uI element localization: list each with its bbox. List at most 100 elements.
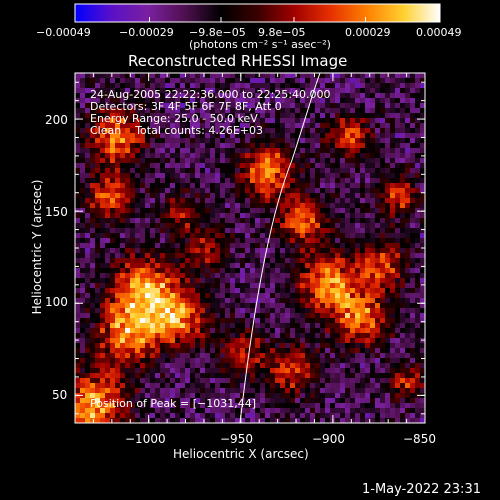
heatmap-cell bbox=[110, 103, 116, 109]
heatmap-cell bbox=[155, 153, 161, 159]
heatmap-cell bbox=[325, 123, 331, 129]
heatmap-cell bbox=[230, 183, 236, 189]
heatmap-cell bbox=[245, 383, 251, 389]
heatmap-cell bbox=[110, 268, 116, 274]
heatmap-cell bbox=[145, 188, 151, 194]
heatmap-cell bbox=[295, 168, 301, 174]
heatmap-cell bbox=[370, 188, 376, 194]
heatmap-cell bbox=[365, 133, 371, 139]
heatmap-cell bbox=[215, 348, 221, 354]
heatmap-cell bbox=[340, 403, 346, 409]
heatmap-cell bbox=[155, 273, 161, 279]
heatmap-cell bbox=[140, 278, 146, 284]
heatmap-cell bbox=[265, 183, 271, 189]
heatmap-cell bbox=[80, 358, 86, 364]
heatmap-cell bbox=[230, 313, 236, 319]
heatmap-cell bbox=[415, 328, 421, 334]
heatmap-cell bbox=[375, 353, 381, 359]
heatmap-cell bbox=[135, 263, 141, 269]
heatmap-cell bbox=[105, 408, 111, 414]
heatmap-cell bbox=[270, 153, 276, 159]
heatmap-cell bbox=[310, 238, 316, 244]
heatmap-cell bbox=[360, 173, 366, 179]
heatmap-cell bbox=[175, 208, 181, 214]
heatmap-cell bbox=[310, 418, 316, 423]
heatmap-cell bbox=[185, 293, 191, 299]
heatmap-cell bbox=[290, 363, 296, 369]
heatmap-cell bbox=[185, 378, 191, 384]
heatmap-cell bbox=[340, 243, 346, 249]
heatmap-cell bbox=[230, 148, 236, 154]
heatmap-cell bbox=[385, 183, 391, 189]
heatmap-cell bbox=[310, 288, 316, 294]
heatmap-cell bbox=[215, 253, 221, 259]
heatmap-cell bbox=[410, 183, 416, 189]
heatmap-cell bbox=[405, 363, 411, 369]
heatmap-cell bbox=[180, 83, 186, 89]
heatmap-cell bbox=[140, 198, 146, 204]
heatmap-cell bbox=[405, 338, 411, 344]
heatmap-cell bbox=[320, 103, 326, 109]
heatmap-cell bbox=[215, 178, 221, 184]
heatmap-cell bbox=[250, 263, 256, 269]
heatmap-cell bbox=[220, 153, 226, 159]
heatmap-cell bbox=[350, 298, 356, 304]
heatmap-cell bbox=[395, 263, 401, 269]
heatmap-cell bbox=[410, 103, 416, 109]
heatmap-cell bbox=[355, 233, 361, 239]
heatmap-cell bbox=[100, 283, 106, 289]
heatmap-cell bbox=[80, 148, 86, 154]
heatmap-cell bbox=[410, 313, 416, 319]
heatmap-cell bbox=[100, 273, 106, 279]
heatmap-cell bbox=[415, 188, 421, 194]
heatmap-cell bbox=[245, 158, 251, 164]
heatmap-cell bbox=[180, 283, 186, 289]
heatmap-cell bbox=[155, 233, 161, 239]
heatmap-cell bbox=[265, 298, 271, 304]
heatmap-cell bbox=[280, 173, 286, 179]
heatmap-cell bbox=[125, 163, 131, 169]
heatmap-cell bbox=[340, 288, 346, 294]
heatmap-cell bbox=[175, 373, 181, 379]
heatmap-cell bbox=[160, 353, 166, 359]
heatmap-cell bbox=[195, 83, 201, 89]
heatmap-cell bbox=[115, 308, 121, 314]
heatmap-cell bbox=[420, 183, 425, 189]
colorbar-tick-label-3: 9.8e−05 bbox=[258, 26, 306, 39]
heatmap-cell bbox=[220, 398, 226, 404]
heatmap-cell bbox=[120, 288, 126, 294]
heatmap-cell bbox=[270, 323, 276, 329]
heatmap-cell bbox=[375, 283, 381, 289]
heatmap-cell bbox=[215, 78, 221, 84]
heatmap-cell bbox=[150, 338, 156, 344]
heatmap-cell bbox=[295, 298, 301, 304]
heatmap-cell bbox=[350, 248, 356, 254]
heatmap-cell bbox=[110, 193, 116, 199]
heatmap-cell bbox=[210, 313, 216, 319]
heatmap-cell bbox=[420, 223, 425, 229]
heatmap-cell bbox=[230, 248, 236, 254]
heatmap-cell bbox=[120, 248, 126, 254]
heatmap-cell bbox=[245, 298, 251, 304]
heatmap-cell bbox=[185, 198, 191, 204]
heatmap-cell bbox=[380, 363, 386, 369]
heatmap-cell bbox=[250, 238, 256, 244]
heatmap-cell bbox=[175, 258, 181, 264]
heatmap-cell bbox=[255, 318, 261, 324]
heatmap-cell bbox=[105, 418, 111, 423]
heatmap-cell bbox=[185, 98, 191, 104]
heatmap-cell bbox=[215, 288, 221, 294]
heatmap-cell bbox=[400, 308, 406, 314]
heatmap-cell bbox=[260, 188, 266, 194]
heatmap-cell bbox=[90, 233, 96, 239]
heatmap-cell bbox=[305, 318, 311, 324]
heatmap-cell bbox=[120, 393, 126, 399]
heatmap-cell bbox=[365, 398, 371, 404]
heatmap-cell bbox=[350, 333, 356, 339]
heatmap-cell bbox=[390, 88, 396, 94]
heatmap-cell bbox=[350, 238, 356, 244]
heatmap-cell bbox=[200, 163, 206, 169]
heatmap-cell bbox=[190, 298, 196, 304]
heatmap-cell bbox=[215, 223, 221, 229]
heatmap-cell bbox=[280, 273, 286, 279]
